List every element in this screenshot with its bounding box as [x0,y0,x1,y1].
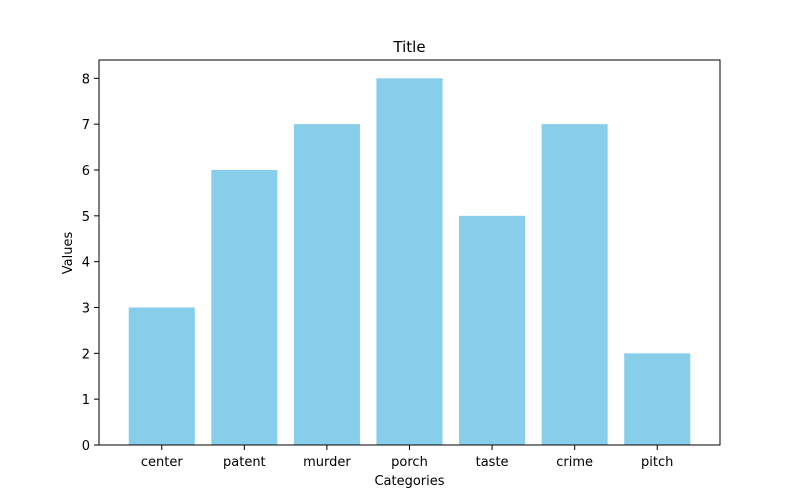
chart-title: Title [392,38,425,56]
x-tick-label: patent [223,455,266,470]
y-tick-label: 7 [82,118,90,133]
bar-murder [293,124,360,446]
x-tick-label: pitch [641,455,673,470]
bar-crime [541,124,608,446]
bar-porch [376,78,443,445]
x-axis-label: Categories [374,474,444,489]
x-tick-label: murder [303,455,351,470]
x-tick-label: crime [556,455,593,470]
plot-frame [98,59,721,446]
bars-group [128,78,691,446]
bar-patent [211,170,278,445]
y-tick-label: 6 [82,164,90,179]
y-tick-label: 1 [82,393,90,408]
y-tick-label: 8 [82,72,90,87]
y-tick-label: 5 [82,210,90,225]
y-tick-label: 0 [82,439,90,454]
y-tick-label: 2 [82,347,90,362]
y-tick-label: 4 [82,256,90,271]
y-axis: 0 1 2 3 4 5 6 7 8 [82,72,99,454]
y-tick-label: 3 [82,302,90,317]
x-axis: center patent murder porch taste crime pitch [141,445,673,470]
x-tick-label: center [141,455,183,470]
x-tick-label: porch [391,455,428,470]
bar-taste [459,215,526,445]
x-tick-label: taste [476,455,509,470]
y-axis-label: Values [61,232,76,275]
bar-center [128,307,195,445]
bar-pitch [624,353,691,445]
